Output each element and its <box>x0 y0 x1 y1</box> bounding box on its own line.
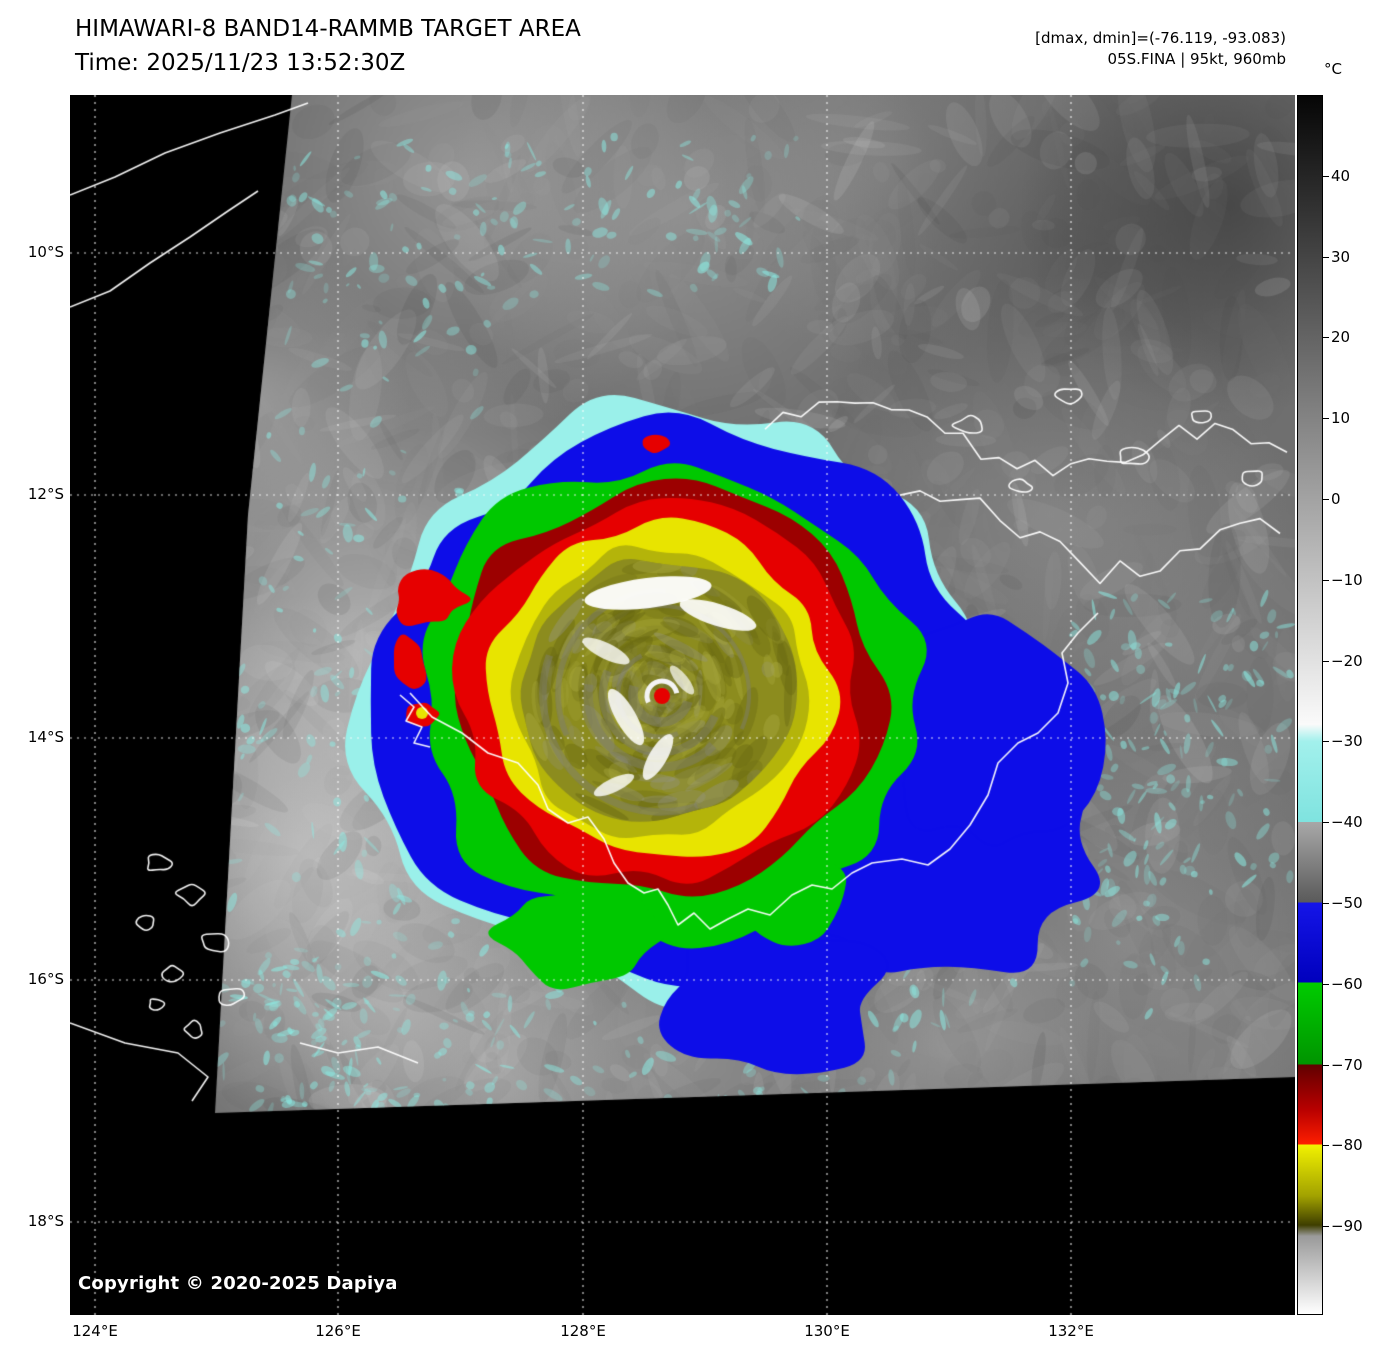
lon-label-126e: 126°E <box>315 1322 361 1340</box>
lat-label-14s: 14°S <box>27 728 64 746</box>
colorbar-tick-neg90: −90 <box>1323 1217 1377 1235</box>
copyright-notice: Copyright © 2020-2025 Dapiya <box>78 1273 398 1294</box>
colorbar-tick-10: 10 <box>1323 409 1377 427</box>
lat-label-16s: 16°S <box>27 970 64 988</box>
lon-label-130e: 130°E <box>804 1322 850 1340</box>
colorbar-unit-label: °C <box>1324 60 1342 78</box>
timestamp: Time: 2025/11/23 13:52:30Z <box>75 50 406 76</box>
lon-label-132e: 132°E <box>1048 1322 1094 1340</box>
colorbar-tick-neg10: −10 <box>1323 571 1377 589</box>
colorbar-tick-20: 20 <box>1323 328 1377 346</box>
colorbar <box>1297 95 1323 1315</box>
satellite-map: Copyright © 2020-2025 Dapiya <box>70 95 1295 1315</box>
colorbar-tick-neg60: −60 <box>1323 975 1377 993</box>
lon-label-128e: 128°E <box>560 1322 606 1340</box>
header: HIMAWARI-8 BAND14-RAMMB TARGET AREA Time… <box>75 12 581 80</box>
page-title: HIMAWARI-8 BAND14-RAMMB TARGET AREA <box>75 16 581 42</box>
lat-label-12s: 12°S <box>27 485 64 503</box>
colorbar-tick-30: 30 <box>1323 248 1377 266</box>
lat-label-18s: 18°S <box>27 1212 64 1230</box>
colorbar-tick-neg40: −40 <box>1323 813 1377 831</box>
lon-label-124e: 124°E <box>72 1322 118 1340</box>
colorbar-tick-neg70: −70 <box>1323 1056 1377 1074</box>
lat-label-10s: 10°S <box>27 243 64 261</box>
satellite-canvas <box>70 95 1295 1315</box>
colorbar-tick-neg80: −80 <box>1323 1136 1377 1154</box>
colorbar-tick-neg50: −50 <box>1323 894 1377 912</box>
colorbar-tick-neg20: −20 <box>1323 652 1377 670</box>
header-readouts: [dmax, dmin]=(-76.119, -93.083) 05S.FINA… <box>1035 28 1286 70</box>
storm-status-readout: 05S.FINA | 95kt, 960mb <box>1107 50 1286 68</box>
colorbar-tick-neg30: −30 <box>1323 732 1377 750</box>
dmax-dmin-readout: [dmax, dmin]=(-76.119, -93.083) <box>1035 29 1286 47</box>
colorbar-tick-40: 40 <box>1323 167 1377 185</box>
colorbar-tick-0: 0 <box>1323 490 1377 508</box>
